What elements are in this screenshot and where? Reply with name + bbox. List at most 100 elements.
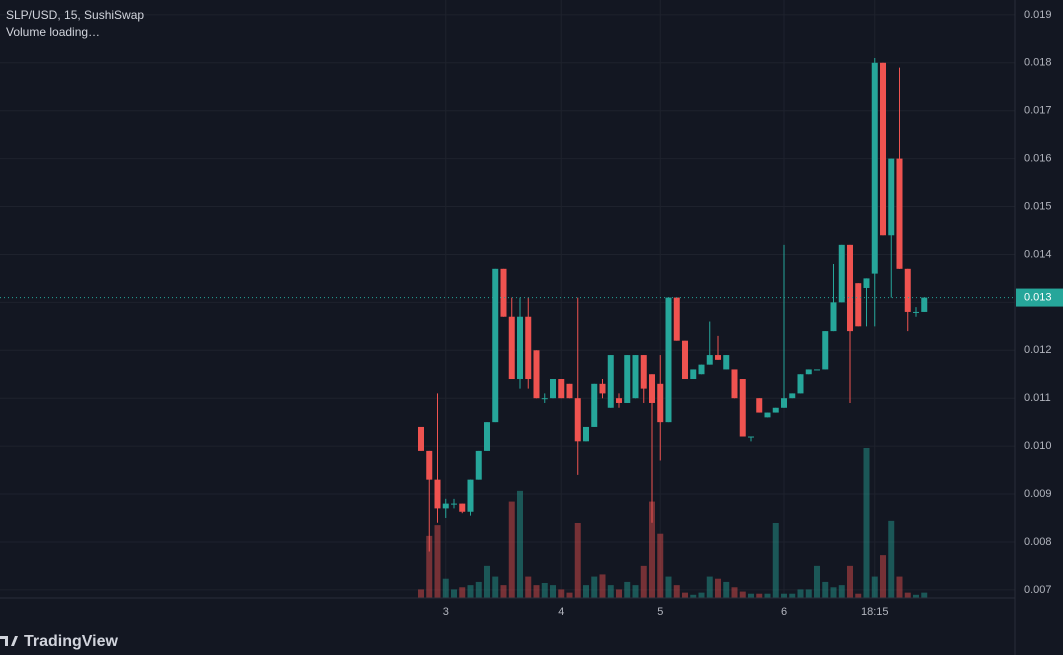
candle-body	[855, 283, 862, 327]
volume-bar	[599, 574, 606, 598]
candle-body	[904, 268, 911, 312]
volume-bar	[533, 585, 540, 598]
candle-body	[566, 383, 573, 399]
candle-body	[748, 436, 754, 438]
last-price-badge	[1016, 288, 1063, 307]
candle-body	[673, 297, 680, 341]
volume-bar	[426, 535, 433, 598]
candle-body	[789, 393, 796, 399]
candle-body	[772, 407, 779, 413]
y-tick-label: 0.012	[1024, 344, 1052, 356]
volume-bar	[574, 523, 581, 598]
candle-body	[863, 278, 870, 288]
volume-bar	[583, 585, 589, 598]
volume-bar	[698, 592, 705, 598]
volume-bar	[673, 585, 680, 598]
volume-bar	[442, 578, 449, 598]
last-price-label: 0.013	[1024, 291, 1052, 303]
volume-bar	[863, 448, 870, 598]
candle-layer	[0, 57, 1015, 552]
x-tick-label: 5	[657, 606, 663, 618]
candle-body	[475, 450, 482, 480]
candle-body	[781, 398, 787, 408]
volume-bar	[723, 581, 730, 598]
volume-bar	[525, 576, 532, 598]
candle-body	[805, 369, 812, 375]
candle-body	[500, 268, 507, 317]
volume-bar	[484, 565, 490, 598]
y-tick-label: 0.019	[1024, 9, 1052, 21]
candle-body	[484, 422, 490, 451]
candle-body	[649, 374, 655, 403]
candle-body	[698, 364, 705, 375]
x-tick-label: 3	[443, 606, 449, 618]
candle-body	[525, 316, 532, 380]
volume-bar	[756, 593, 763, 598]
volume-bar	[921, 592, 928, 598]
volume-bar	[797, 589, 804, 598]
candle-body	[599, 383, 606, 394]
brand-name[interactable]: TradingView	[24, 633, 119, 650]
volume-bar	[715, 578, 721, 598]
y-tick-label: 0.016	[1024, 153, 1052, 165]
candle-body	[756, 398, 763, 413]
volume-bar	[492, 576, 499, 598]
brand-logo: TradingView	[0, 633, 119, 650]
candle-body	[426, 450, 433, 480]
volume-bar	[500, 585, 507, 598]
candle-body	[880, 62, 886, 236]
volume-bar	[814, 565, 820, 598]
axes: 0.019 0.018 0.017 0.016 0.015 0.014 0.013 0.012…	[443, 9, 1063, 618]
candle-body	[616, 398, 622, 403]
volume-bar	[896, 576, 903, 598]
volume-bar	[467, 585, 474, 598]
volume-bar	[904, 592, 911, 598]
volume-bar	[690, 594, 697, 598]
candle-body	[624, 355, 631, 403]
y-tick-label: 0.008	[1024, 536, 1052, 548]
volume-layer	[418, 448, 928, 598]
volume-bar	[508, 501, 515, 598]
volume-bar	[847, 565, 853, 598]
volume-bar	[706, 576, 713, 598]
volume-bar	[781, 593, 787, 598]
volume-bar	[624, 581, 631, 598]
volume-bar	[789, 593, 796, 598]
chart-title: SLP/USD, 15, SushiSwap	[6, 8, 144, 22]
volume-bar	[830, 587, 837, 598]
candle-body	[690, 369, 697, 380]
candle-body	[583, 426, 589, 442]
candle-body	[706, 355, 713, 365]
candle-body	[533, 350, 540, 399]
volume-status: Volume loading…	[6, 25, 100, 39]
volume-bar	[731, 587, 738, 598]
candle-body	[913, 311, 919, 313]
volume-bar	[632, 585, 639, 598]
candle-body	[541, 398, 548, 400]
candle-body	[888, 158, 895, 236]
candle-body	[764, 412, 771, 418]
y-tick-label: 0.007	[1024, 584, 1052, 596]
y-tick-label: 0.010	[1024, 440, 1052, 452]
candle-body	[574, 398, 581, 442]
candle-body	[665, 297, 672, 423]
candle-body	[442, 503, 449, 509]
candle-body	[492, 268, 499, 423]
x-tick-label: 4	[558, 606, 564, 618]
y-tick-label: 0.017	[1024, 105, 1052, 117]
candle-body	[632, 355, 639, 399]
volume-bar	[838, 585, 845, 598]
candle-body	[451, 503, 457, 505]
candle-body	[822, 331, 829, 370]
candle-body	[731, 369, 738, 399]
volume-bar	[451, 589, 457, 598]
y-tick-label: 0.011	[1024, 392, 1051, 404]
volume-bar	[591, 576, 598, 598]
candle-body	[723, 355, 730, 370]
logo-icon	[0, 636, 18, 646]
x-tick-label: 18:15	[861, 606, 889, 618]
candle-body	[607, 355, 614, 408]
volume-bar	[475, 581, 482, 598]
